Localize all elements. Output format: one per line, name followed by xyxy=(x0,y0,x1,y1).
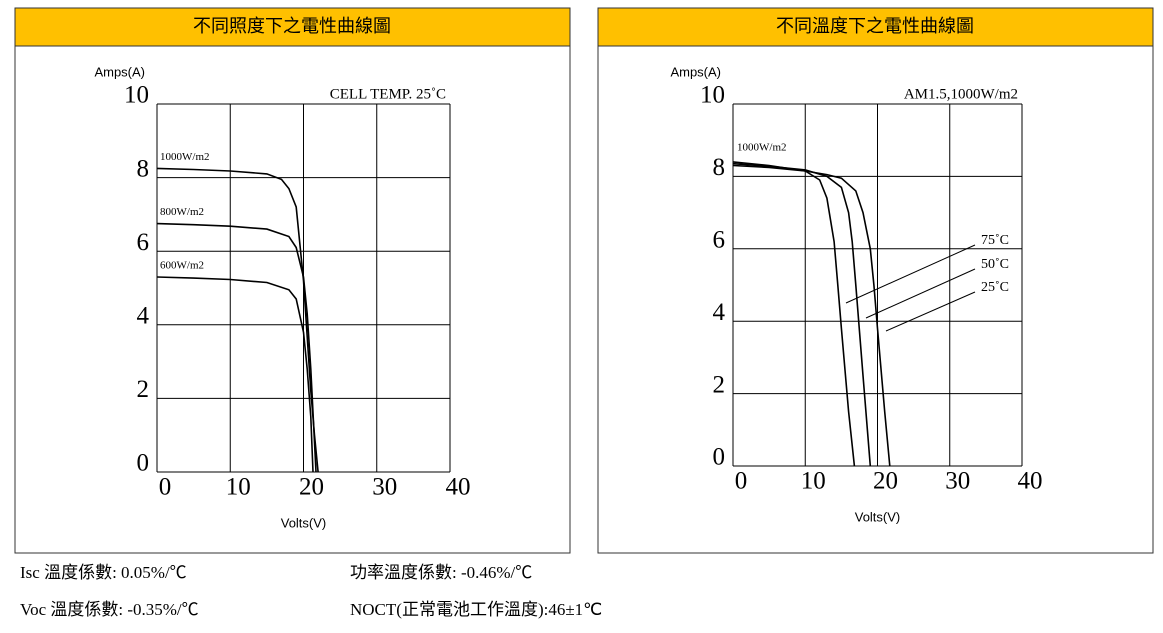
x-tick-label: 40 xyxy=(1018,468,1043,495)
annotation: AM1.5,1000W/m2 xyxy=(904,86,1018,102)
curve-label: 1000W/m2 xyxy=(737,141,787,153)
legend-label: 1000W/m2 xyxy=(160,151,210,163)
x-tick-label: 20 xyxy=(873,468,898,495)
x-tick-label: 30 xyxy=(945,468,970,495)
leader-line xyxy=(845,244,976,304)
annotation: CELL TEMP. 25˚C xyxy=(330,86,446,102)
y-tick-label: 6 xyxy=(137,229,150,256)
x-tick-label: 0 xyxy=(159,474,172,501)
y-tick-label: 0 xyxy=(713,444,726,471)
iv-curve xyxy=(732,164,891,467)
y-axis-label: Amps(A) xyxy=(94,64,145,79)
y-tick-label: 2 xyxy=(137,376,150,403)
iv-curve xyxy=(156,276,314,473)
y-tick-label: 10 xyxy=(124,82,149,109)
legend-label: 600W/m2 xyxy=(160,259,204,271)
y-axis-label: Amps(A) xyxy=(670,64,721,79)
y-tick-label: 2 xyxy=(713,371,726,398)
legend-label: 75˚C xyxy=(981,233,1009,248)
x-tick-label: 0 xyxy=(735,468,748,495)
iv-curve xyxy=(156,222,317,473)
panel xyxy=(597,7,1154,554)
x-tick-label: 20 xyxy=(299,474,324,501)
chart-title: 不同照度下之電性曲線圖 xyxy=(193,16,391,36)
x-tick-label: 10 xyxy=(801,468,826,495)
iv-curve xyxy=(732,162,872,467)
footer-text: 功率溫度係數: -0.46%/℃ xyxy=(350,563,532,582)
x-tick-label: 30 xyxy=(372,474,397,501)
leader-line xyxy=(885,291,976,332)
y-tick-label: 0 xyxy=(137,450,150,477)
x-axis-label: Volts(V) xyxy=(855,509,901,524)
legend-label: 25˚C xyxy=(981,280,1009,295)
footer-text: Isc 溫度係數: 0.05%/℃ xyxy=(20,563,187,582)
footer-text: NOCT(正常電池工作溫度):46±1℃ xyxy=(350,600,602,619)
y-tick-label: 4 xyxy=(713,299,726,326)
y-tick-label: 6 xyxy=(713,227,726,254)
panel xyxy=(14,7,571,554)
x-tick-label: 40 xyxy=(446,474,471,501)
panel-header xyxy=(597,7,1154,47)
legend-label: 800W/m2 xyxy=(160,206,204,218)
panel-header xyxy=(14,7,571,47)
y-tick-label: 8 xyxy=(713,154,726,181)
legend-label: 50˚C xyxy=(981,257,1009,272)
leader-line xyxy=(865,268,976,319)
y-tick-label: 10 xyxy=(700,82,725,109)
y-tick-label: 8 xyxy=(137,155,150,182)
y-tick-label: 4 xyxy=(137,303,150,330)
x-tick-label: 10 xyxy=(226,474,251,501)
footer-text: Voc 溫度係數: -0.35%/℃ xyxy=(20,600,199,619)
chart-title: 不同溫度下之電性曲線圖 xyxy=(776,16,974,36)
x-axis-label: Volts(V) xyxy=(281,515,327,530)
